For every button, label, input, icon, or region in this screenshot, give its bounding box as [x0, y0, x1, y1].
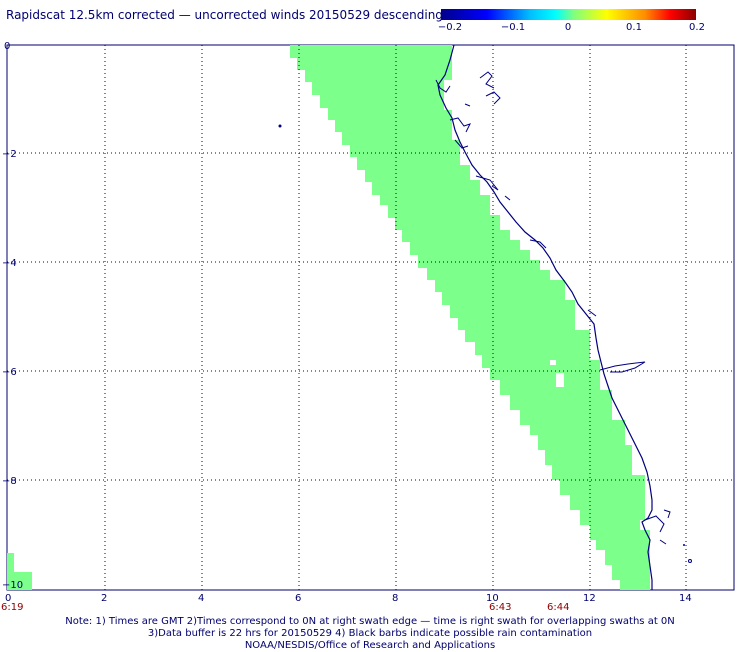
y-tick-label: −4 — [2, 258, 17, 269]
x-tick-label: 10 — [486, 593, 499, 604]
x-tick-label: 0 — [5, 593, 11, 604]
x-tick-label: 6 — [295, 593, 301, 604]
island-marker — [683, 544, 685, 546]
plot-title: Rapidscat 12.5km corrected — uncorrected… — [6, 8, 443, 22]
y-tick-label: −2 — [2, 149, 17, 160]
wind-swath — [290, 45, 650, 590]
data-gap — [550, 360, 556, 365]
colorbar-label-pos: 0.1 — [626, 22, 642, 33]
y-tick-label: −8 — [2, 476, 17, 487]
x-tick-label: 2 — [101, 593, 107, 604]
note-line: Note: 1) Times are GMT 2)Times correspon… — [65, 616, 675, 627]
x-tick-label: 4 — [198, 593, 204, 604]
y-tick-label: 0 — [4, 41, 10, 52]
coastline — [437, 44, 653, 590]
time-label: 6:19 — [1, 602, 23, 613]
x-tick-label: 12 — [583, 593, 596, 604]
colorbar — [441, 9, 696, 20]
note-line: 3)Data buffer is 22 hrs for 20150529 4) … — [147, 628, 593, 639]
grid — [7, 45, 734, 590]
island-marker — [688, 559, 692, 563]
x-tick-label: 14 — [679, 593, 692, 604]
notes-block: Note: 1) Times are GMT 2)Times correspon… — [0, 616, 740, 652]
colorbar-label-zero: 0 — [564, 22, 572, 33]
time-label: 6:43 — [489, 602, 511, 613]
colorbar-label-max: 0.2 — [689, 22, 705, 33]
y-tick-label: −6 — [2, 367, 17, 378]
colorbar-label-neg: −0.1 — [500, 22, 526, 33]
colorbar-label-min: −0.2 — [437, 22, 463, 33]
data-gap — [556, 373, 564, 387]
time-label: 6:44 — [547, 602, 569, 613]
x-tick-label: 8 — [392, 593, 398, 604]
coast-features — [435, 71, 671, 545]
island-marker — [278, 124, 282, 128]
y-tick-label: −10 — [2, 580, 23, 591]
wind-swath-corner — [7, 553, 32, 590]
credit-line: NOAA/NESDIS/Office of Research and Appli… — [244, 640, 496, 651]
